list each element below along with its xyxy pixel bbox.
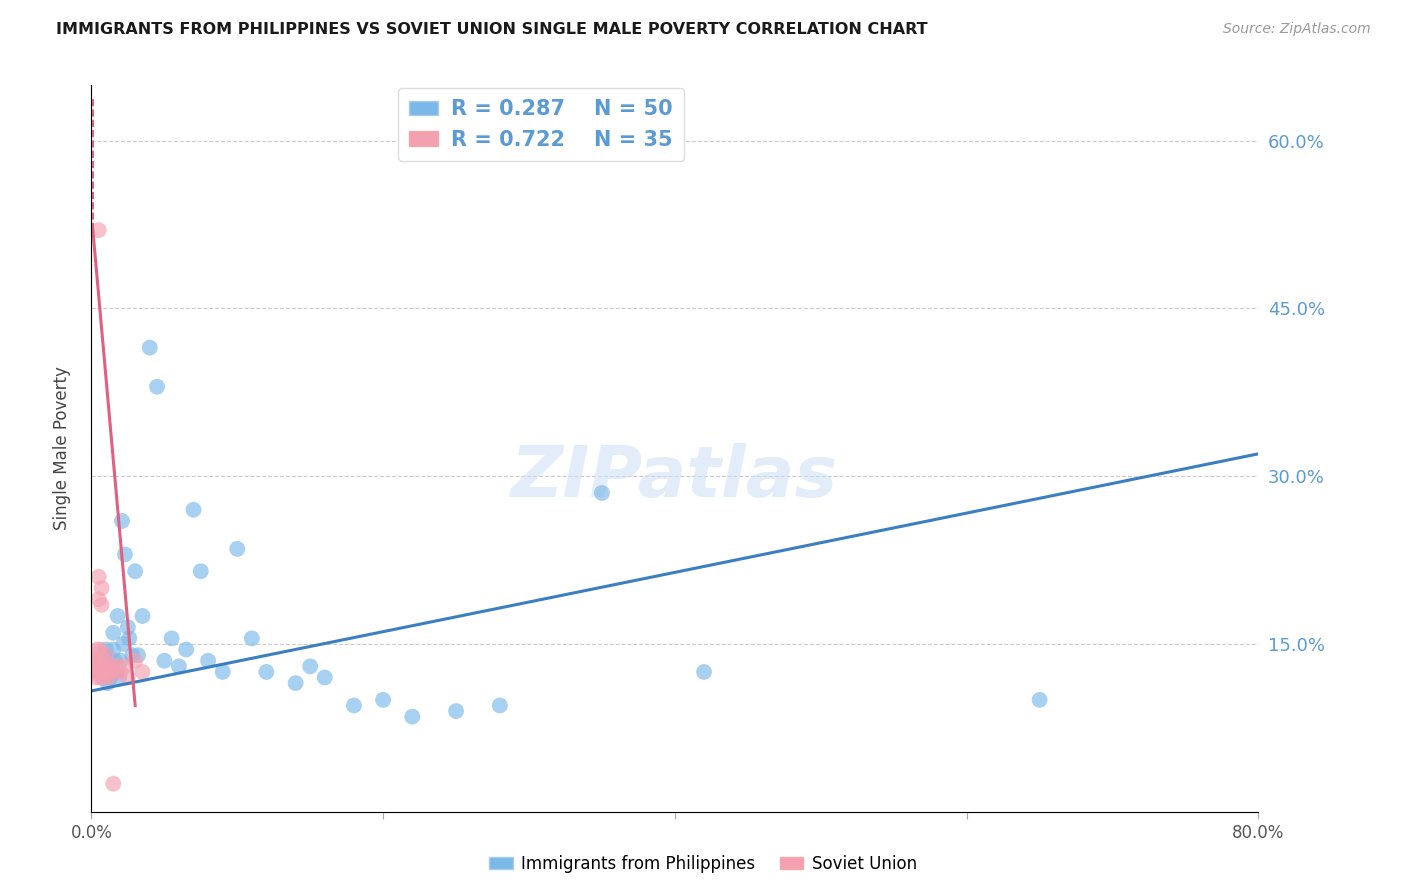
- Point: [343, 698, 366, 713]
- Point: [90, 654, 112, 668]
- Point: [93, 648, 115, 662]
- Point: [190, 564, 212, 578]
- Point: [110, 665, 132, 679]
- Point: [183, 502, 205, 516]
- Point: [226, 541, 249, 556]
- Point: [254, 665, 277, 679]
- Point: [105, 665, 128, 679]
- Point: [444, 704, 467, 718]
- Point: [174, 642, 197, 657]
- Point: [87, 223, 110, 237]
- Point: [104, 654, 127, 668]
- Point: [153, 654, 176, 668]
- Point: [87, 654, 110, 668]
- Point: [117, 620, 139, 634]
- Legend: Immigrants from Philippines, Soviet Union: Immigrants from Philippines, Soviet Unio…: [482, 848, 924, 880]
- Point: [94, 659, 117, 673]
- Point: [489, 698, 512, 713]
- Point: [591, 486, 613, 500]
- Point: [93, 671, 115, 685]
- Point: [84, 671, 107, 685]
- Point: [211, 665, 233, 679]
- Point: [117, 671, 139, 685]
- Point: [87, 592, 110, 607]
- Point: [94, 642, 117, 657]
- Point: [110, 654, 132, 668]
- Point: [87, 665, 110, 679]
- Point: [83, 654, 105, 668]
- Point: [111, 514, 134, 528]
- Point: [91, 659, 114, 673]
- Point: [103, 625, 125, 640]
- Text: ZIPatlas: ZIPatlas: [512, 442, 838, 512]
- Point: [83, 665, 105, 679]
- Point: [240, 632, 263, 646]
- Point: [84, 659, 107, 673]
- Point: [107, 609, 129, 624]
- Point: [86, 665, 108, 679]
- Point: [121, 648, 143, 662]
- Y-axis label: Single Male Poverty: Single Male Poverty: [52, 367, 70, 530]
- Point: [87, 570, 110, 584]
- Point: [84, 648, 107, 662]
- Point: [1028, 693, 1050, 707]
- Point: [160, 632, 183, 646]
- Point: [131, 665, 153, 679]
- Point: [124, 564, 146, 578]
- Legend: R = 0.287    N = 50, R = 0.722    N = 35: R = 0.287 N = 50, R = 0.722 N = 35: [398, 88, 683, 161]
- Point: [91, 665, 114, 679]
- Point: [138, 341, 162, 355]
- Point: [104, 665, 127, 679]
- Point: [98, 665, 121, 679]
- Point: [90, 598, 112, 612]
- Point: [314, 671, 336, 685]
- Point: [94, 648, 117, 662]
- Point: [82, 659, 104, 673]
- Point: [114, 548, 136, 562]
- Point: [103, 642, 125, 657]
- Point: [401, 709, 423, 723]
- Point: [197, 654, 219, 668]
- Point: [98, 671, 121, 685]
- Point: [101, 659, 124, 673]
- Point: [284, 676, 307, 690]
- Point: [108, 671, 131, 685]
- Point: [371, 693, 394, 707]
- Text: IMMIGRANTS FROM PHILIPPINES VS SOVIET UNION SINGLE MALE POVERTY CORRELATION CHAR: IMMIGRANTS FROM PHILIPPINES VS SOVIET UN…: [56, 22, 928, 37]
- Point: [96, 659, 118, 673]
- Point: [89, 642, 111, 657]
- Point: [96, 676, 118, 690]
- Point: [112, 637, 135, 651]
- Point: [118, 632, 141, 646]
- Point: [97, 671, 120, 685]
- Point: [91, 671, 114, 685]
- Text: Source: ZipAtlas.com: Source: ZipAtlas.com: [1223, 22, 1371, 37]
- Point: [131, 609, 153, 624]
- Point: [101, 659, 124, 673]
- Point: [103, 777, 125, 791]
- Point: [90, 665, 112, 679]
- Point: [90, 581, 112, 595]
- Point: [86, 642, 108, 657]
- Point: [124, 654, 146, 668]
- Point: [299, 659, 322, 673]
- Point: [693, 665, 716, 679]
- Point: [93, 654, 115, 668]
- Point: [146, 380, 169, 394]
- Point: [112, 659, 135, 673]
- Point: [94, 665, 117, 679]
- Point: [167, 659, 190, 673]
- Point: [107, 659, 129, 673]
- Point: [127, 648, 149, 662]
- Point: [97, 665, 120, 679]
- Point: [89, 671, 111, 685]
